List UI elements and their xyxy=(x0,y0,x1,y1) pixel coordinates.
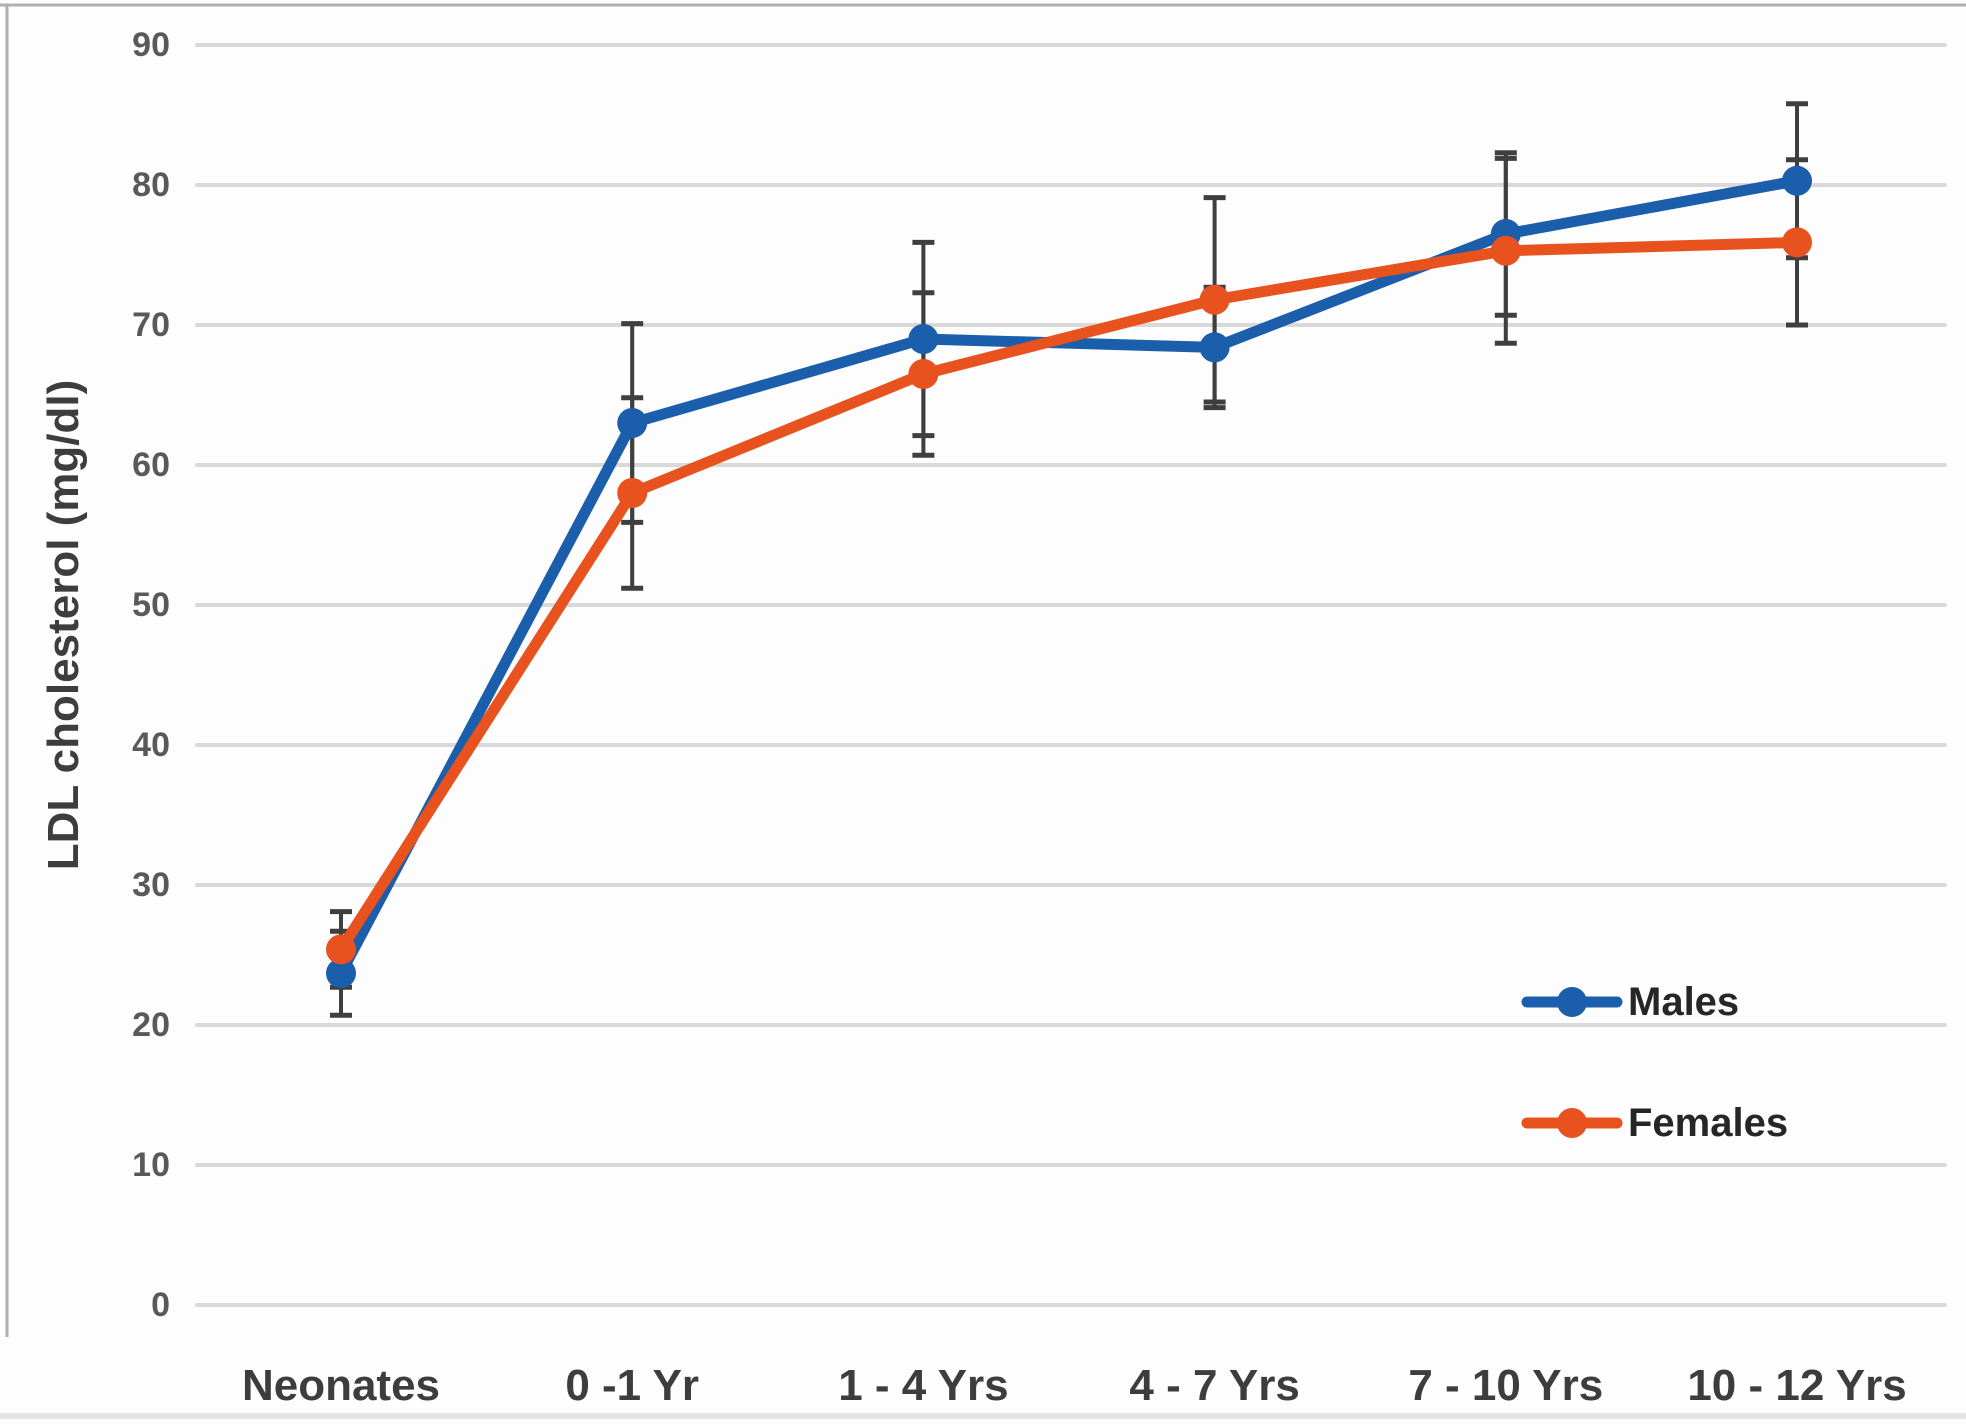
legend-item-females-label: Females xyxy=(1628,1101,1788,1145)
data-point-males-1 xyxy=(617,408,648,438)
y-tick-label-60: 60 xyxy=(132,446,170,484)
x-tick-label-2: 1 - 4 Yrs xyxy=(838,1361,1008,1410)
y-tick-label-20: 20 xyxy=(132,1006,170,1044)
data-point-females-0 xyxy=(326,934,356,965)
data-point-females-4 xyxy=(1490,235,1521,266)
data-point-males-0 xyxy=(326,958,356,989)
x-tick-label-3: 4 - 7 Yrs xyxy=(1129,1361,1299,1410)
x-tick-label-5: 10 - 12 Yrs xyxy=(1687,1361,1906,1410)
data-point-males-5 xyxy=(1782,165,1812,196)
x-tick-label-0: Neonates xyxy=(242,1361,440,1410)
series-line-males xyxy=(335,175,1803,979)
y-tick-label-10: 10 xyxy=(132,1146,170,1184)
y-tick-label-80: 80 xyxy=(132,166,170,204)
series-line-females xyxy=(335,236,1803,955)
y-tick-label-90: 90 xyxy=(132,26,170,64)
y-tick-label-70: 70 xyxy=(132,306,170,344)
y-tick-label-0: 0 xyxy=(151,1286,170,1324)
legend-item-males-marker xyxy=(1557,987,1587,1017)
y-tick-label-50: 50 xyxy=(132,586,170,624)
data-point-females-2 xyxy=(908,359,939,389)
legend-item-males-label: Males xyxy=(1628,980,1739,1024)
data-point-males-3 xyxy=(1199,332,1230,363)
x-tick-label-4: 7 - 10 Yrs xyxy=(1408,1361,1603,1410)
data-point-females-3 xyxy=(1199,284,1230,315)
data-point-females-5 xyxy=(1782,227,1812,258)
legend-item-females-marker xyxy=(1557,1108,1587,1138)
y-tick-label-40: 40 xyxy=(132,726,170,764)
y-axis-title: LDL cholesterol (mg/dl) xyxy=(39,380,88,871)
data-point-females-1 xyxy=(617,478,648,508)
x-tick-label-1: 0 -1 Yr xyxy=(565,1361,699,1410)
data-point-males-2 xyxy=(908,324,939,354)
y-tick-label-30: 30 xyxy=(132,866,170,904)
